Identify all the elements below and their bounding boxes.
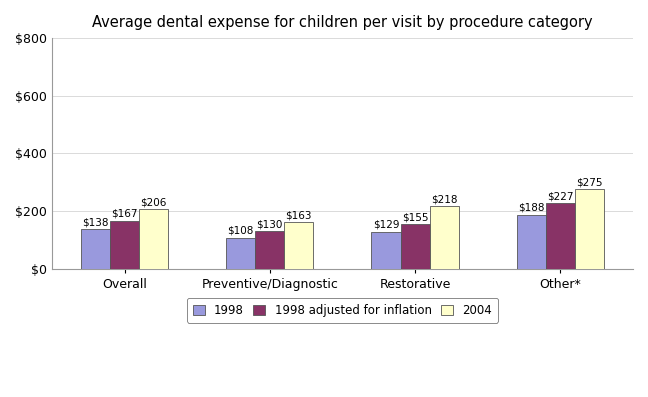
Bar	[139, 209, 168, 269]
Text: $206: $206	[141, 198, 167, 208]
Bar	[400, 224, 430, 269]
Bar	[226, 237, 255, 269]
Bar	[284, 222, 314, 269]
Text: $188: $188	[518, 203, 544, 213]
Text: $108: $108	[227, 226, 254, 236]
Text: $167: $167	[111, 209, 138, 219]
Legend: 1998, 1998 adjusted for inflation, 2004: 1998, 1998 adjusted for inflation, 2004	[187, 298, 498, 323]
Bar	[110, 221, 139, 269]
Text: $130: $130	[257, 220, 283, 229]
Bar	[255, 231, 284, 269]
Text: $129: $129	[373, 220, 399, 230]
Text: $155: $155	[402, 212, 428, 222]
Bar	[575, 189, 604, 269]
Text: $163: $163	[286, 210, 312, 220]
Bar	[546, 203, 575, 269]
Title: Average dental expense for children per visit by procedure category: Average dental expense for children per …	[92, 15, 593, 30]
Text: $275: $275	[576, 178, 603, 188]
Bar	[516, 214, 546, 269]
Bar	[371, 231, 400, 269]
Bar	[430, 206, 459, 269]
Text: $218: $218	[431, 194, 457, 204]
Text: $138: $138	[82, 217, 109, 227]
Text: $227: $227	[547, 192, 573, 202]
Bar	[81, 229, 110, 269]
